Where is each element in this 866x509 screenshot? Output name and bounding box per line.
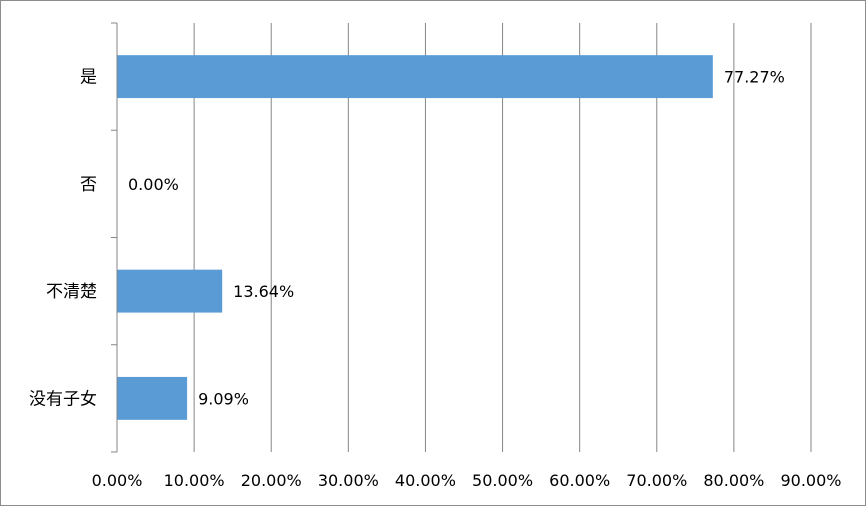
bar — [117, 376, 188, 420]
x-tick-label: 20.00% — [241, 471, 302, 490]
x-tick-label: 10.00% — [164, 471, 225, 490]
data-label: 9.09% — [198, 389, 249, 408]
category-label: 没有子女 — [29, 389, 97, 409]
axes — [111, 22, 118, 453]
category-label: 否 — [80, 175, 97, 195]
x-tick-label: 80.00% — [703, 471, 764, 490]
x-tick-label: 70.00% — [626, 471, 687, 490]
data-label: 13.64% — [233, 282, 294, 301]
x-tick-label: 90.00% — [780, 471, 841, 490]
category-label: 是 — [80, 68, 97, 88]
labels: 0.00% 10.00% 20.00% 30.00% 40.00% 50.00% 60.00… — [29, 68, 842, 490]
bars — [117, 55, 713, 420]
x-tick-label: 60.00% — [549, 471, 610, 490]
x-tick-label: 30.00% — [318, 471, 379, 490]
bar — [117, 269, 223, 313]
category-label: 不清楚 — [46, 282, 97, 302]
data-label: 0.00% — [128, 175, 179, 194]
bar — [117, 55, 713, 99]
x-tick-label: 40.00% — [395, 471, 456, 490]
x-tick-label: 50.00% — [472, 471, 533, 490]
data-label: 77.27% — [724, 68, 785, 87]
x-tick-label: 0.00% — [92, 471, 143, 490]
